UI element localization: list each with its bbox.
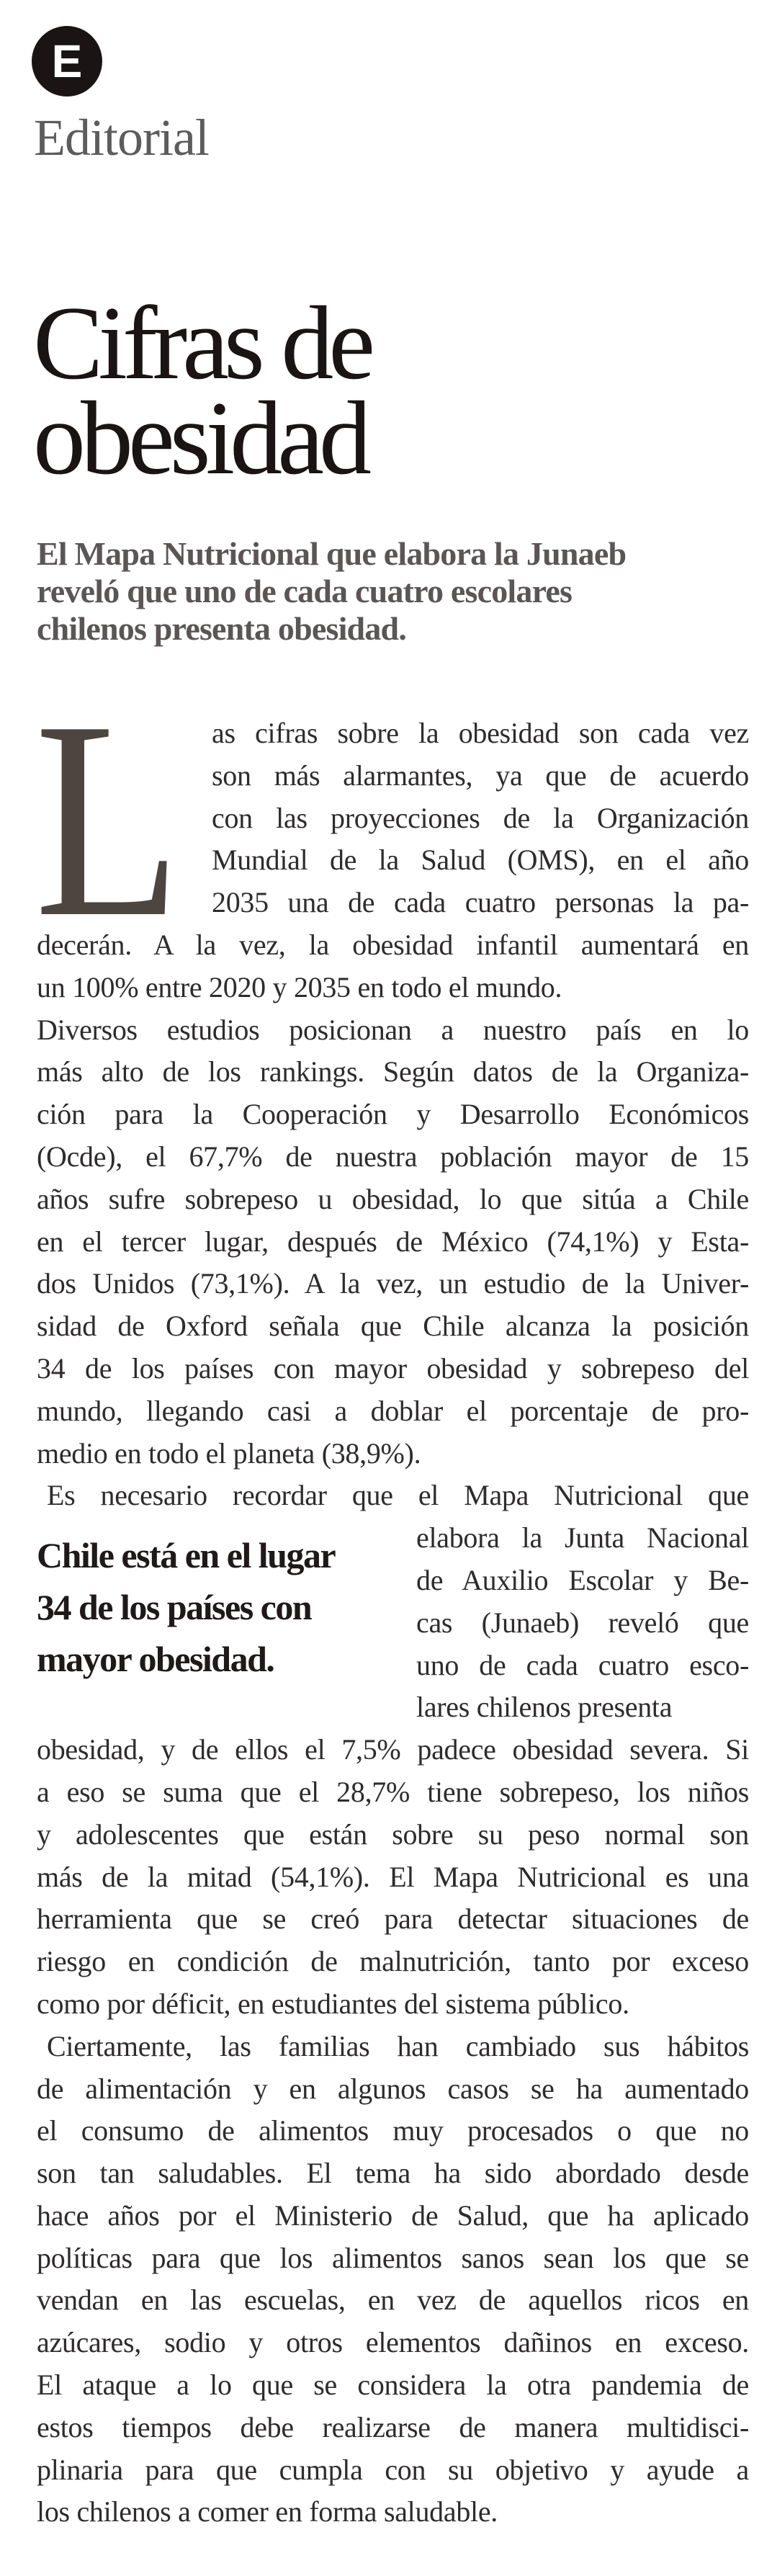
body-line: uno de cada cuatro esco- [416, 1648, 749, 1681]
body-line: a eso se suma que el 28,7% tiene sobrepe… [37, 1775, 749, 1808]
body-line: decerán. A la vez, la obesidad infantil … [37, 928, 749, 961]
body-line: 2035 una de cada cuatro personas la pa- [212, 886, 749, 919]
body-line: los chilenos a comer en forma saludable. [37, 2495, 498, 2528]
title-line: Cifras de [33, 285, 375, 401]
body-line: lares chilenos presenta [416, 1691, 673, 1724]
body-line: hace años por el Ministerio de Salud, qu… [37, 2199, 749, 2232]
body-line: más de la mitad (54,1%). El Mapa Nutrici… [37, 1860, 749, 1893]
article-deck: El Mapa Nutricional que elabora la Junae… [37, 535, 750, 648]
body-line: dos Unidos (73,1%). A la vez, un estudio… [37, 1267, 749, 1300]
body-line: Mundial de la Salud (OMS), en el año [212, 844, 749, 877]
drop-cap: L [35, 663, 181, 975]
body-line: son más alarmantes, ya que de acuerdo [212, 759, 749, 792]
body-line: años sufre sobrepeso u obesidad, lo que … [37, 1182, 749, 1215]
title-line: obesidad [33, 380, 372, 496]
deck-line: reveló que uno de cada cuatro escolares [37, 573, 573, 609]
body-line: (Ocde), el 67,7% de nuestra población ma… [37, 1140, 749, 1173]
body-line: as cifras sobre la obesidad son cada vez [212, 717, 749, 749]
body-line: el consumo de alimentos muy procesados o… [37, 2114, 749, 2147]
body-line: Es necesario recordar que el Mapa Nutric… [47, 1479, 749, 1512]
body-line: cas (Junaeb) reveló que [416, 1606, 749, 1639]
body-line: medio en todo el planeta (38,9%). [37, 1436, 421, 1470]
article-title: Cifras de obesidad [33, 285, 375, 496]
body-line: El ataque a lo que se considera la otra … [37, 2369, 749, 2402]
pull-quote-line: 34 de los países con [37, 1587, 313, 1627]
body-line: estos tiempos debe realizarse de manera … [37, 2410, 749, 2443]
deck-line: chilenos presenta obesidad. [37, 610, 407, 647]
body-line: y adolescentes que están sobre su peso n… [37, 1817, 749, 1851]
body-line: riesgo en condición de malnutrición, tan… [37, 1945, 749, 1978]
body-line: de Auxilio Escolar y Be- [416, 1563, 749, 1596]
pull-quote: Chile está en el lugar 34 de los países … [37, 1529, 375, 1685]
pull-quote-line: Chile está en el lugar [37, 1535, 336, 1575]
pull-quote-line: mayor obesidad. [37, 1639, 275, 1679]
article-body: as cifras sobre la obesidad son cada vez… [37, 712, 749, 2533]
body-line: de alimentación y en algunos casos se ha… [37, 2072, 749, 2105]
body-line: con las proyecciones de la Organización [212, 801, 749, 834]
body-line: son tan saludables. El tema ha sido abor… [37, 2157, 749, 2190]
body-line: Ciertamente, las familias han cambiado s… [47, 2029, 749, 2062]
body-line: ción para la Cooperación y Desarrollo Ec… [37, 1098, 749, 1131]
body-line: en el tercer lugar, después de México (7… [37, 1225, 749, 1258]
section-logo-icon: E [32, 26, 102, 97]
section-label: Editorial [34, 109, 210, 166]
body-line: un 100% entre 2020 y 2035 en todo el mun… [37, 970, 562, 1003]
deck-line: El Mapa Nutricional que elabora la Junae… [37, 535, 627, 572]
body-line: vendan en las escuelas, en vez de aquell… [37, 2284, 749, 2317]
body-line: herramienta que se creó para detectar si… [37, 1902, 749, 1936]
body-line: 34 de los países con mayor obesidad y so… [37, 1351, 749, 1385]
body-line: mundo, llegando casi a doblar el porcent… [37, 1394, 749, 1427]
body-line: azúcares, sodio y otros elementos dañino… [37, 2326, 749, 2359]
body-line: políticas para que los alimentos sanos s… [37, 2241, 749, 2274]
body-line: sidad de Oxford señala que Chile alcanza… [37, 1310, 749, 1343]
body-line: como por déficit, en estudiantes del sis… [37, 1987, 629, 2020]
body-line: plinaria para que cumpla con su objetivo… [37, 2453, 749, 2486]
body-line: obesidad, y de ellos el 7,5% padece obes… [37, 1733, 749, 1766]
body-line: más alto de los rankings. Según datos de… [37, 1055, 749, 1088]
body-line: elabora la Junta Nacional [416, 1521, 749, 1555]
body-line: Diversos estudios posicionan a nuestro p… [37, 1013, 749, 1046]
